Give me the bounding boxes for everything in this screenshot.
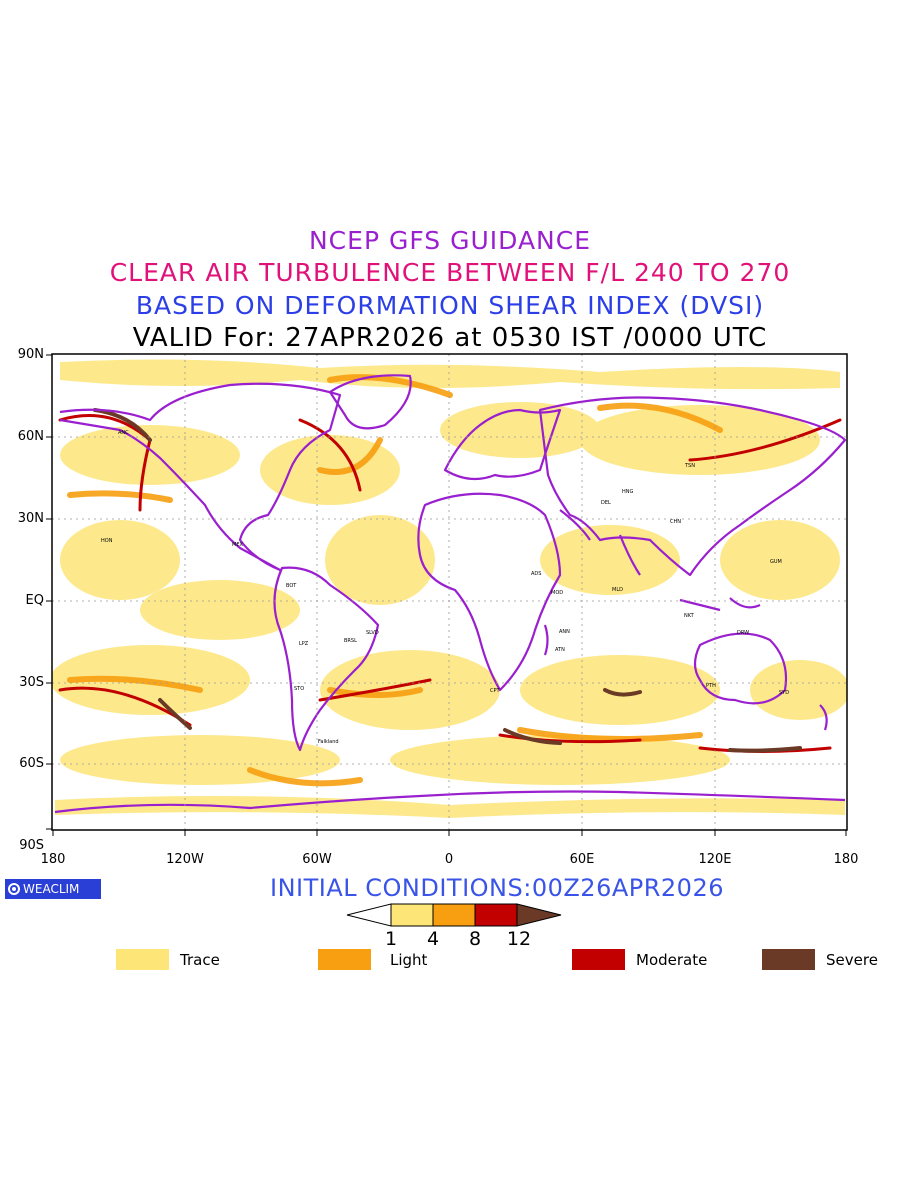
- station-label: GUM: [770, 559, 782, 565]
- lon-label-180w: 180: [40, 852, 66, 867]
- station-label: HON: [101, 538, 113, 544]
- legend-swatch-trace: [116, 949, 169, 970]
- lon-label-0: 0: [444, 852, 454, 867]
- legend-label-severe: Severe: [826, 951, 878, 969]
- lon-label-120w: 120W: [166, 852, 204, 867]
- station-label: HNG: [622, 489, 634, 495]
- station-label: SLVD: [366, 630, 379, 636]
- station-label: ATN: [555, 647, 565, 653]
- scale-light: [432, 903, 476, 927]
- lat-label-90s: 90S: [19, 838, 44, 853]
- legend-label-light: Light: [390, 951, 428, 969]
- station-label: LPZ: [299, 641, 309, 647]
- coastlines: [54, 374, 847, 814]
- station-label: TSN: [684, 463, 695, 469]
- scale-arrow-severe: [516, 903, 562, 927]
- station-label: STO: [294, 686, 304, 692]
- turbulence-field: ANC HON MEX BOT LPZ BRSL SLVD STO Falkla…: [52, 354, 847, 830]
- station-label: ADS: [531, 571, 541, 577]
- color-scale-bar: [346, 903, 562, 927]
- title-model: NCEP GFS GUIDANCE: [308, 226, 591, 255]
- station-label: MEX: [232, 542, 243, 548]
- light-areas: [67, 374, 723, 787]
- title-valid-time: VALID For: 27APR2026 at 0530 IST /0000 U…: [132, 323, 768, 353]
- lon-label-60e: 60E: [569, 852, 595, 867]
- logo-text: WEACLIM: [23, 882, 80, 896]
- turbulence-map: ANC HON MEX BOT LPZ BRSL SLVD STO Falkla…: [46, 353, 848, 836]
- station-label: CPT: [490, 688, 501, 694]
- legend-label-trace: Trace: [180, 951, 220, 969]
- scale-tick-1: 1: [384, 928, 398, 950]
- legend-label-moderate: Moderate: [636, 951, 708, 969]
- axis-ticks: [46, 354, 847, 836]
- lon-label-180e: 180: [833, 852, 859, 867]
- lat-label-eq: EQ: [25, 593, 44, 608]
- lat-label-90n: 90N: [17, 347, 44, 362]
- station-label: Falkland: [318, 739, 339, 745]
- lon-label-120e: 120E: [698, 852, 732, 867]
- station-label: ANN: [559, 629, 570, 635]
- scale-tick-8: 8: [468, 928, 482, 950]
- station-label: DEL: [601, 500, 611, 506]
- title-method: BASED ON DEFORMATION SHEAR INDEX (DVSI): [135, 291, 765, 320]
- station-label: DRW: [737, 630, 749, 636]
- weaclim-logo: WEACLIM: [5, 879, 101, 899]
- station-label: PTH: [706, 683, 716, 689]
- legend-swatch-moderate: [572, 949, 625, 970]
- copyright-icon: [8, 883, 20, 895]
- station-label: ANC: [118, 430, 129, 436]
- scale-tick-12: 12: [506, 928, 532, 950]
- legend-swatch-severe: [762, 949, 815, 970]
- trace-areas: [52, 359, 847, 818]
- station-label: MOD: [551, 590, 563, 596]
- station-label: BRSL: [344, 638, 357, 644]
- lon-label-60w: 60W: [302, 852, 332, 867]
- station-label: CHN: [670, 519, 681, 525]
- station-label: MLD: [612, 587, 623, 593]
- lat-label-30s: 30S: [19, 675, 44, 690]
- graticule: [52, 354, 847, 830]
- station-label: NKT: [684, 613, 695, 619]
- station-label: SYD: [779, 690, 789, 696]
- station-labels: ANC HON MEX BOT LPZ BRSL SLVD STO Falkla…: [101, 430, 789, 745]
- scale-trace: [390, 903, 434, 927]
- lat-label-60s: 60S: [19, 756, 44, 771]
- legend-swatch-light: [318, 949, 371, 970]
- title-product: CLEAR AIR TURBULENCE BETWEEN F/L 240 TO …: [109, 258, 791, 287]
- lat-label-30n: 30N: [17, 511, 44, 526]
- initial-conditions: INITIAL CONDITIONS:00Z26APR2026: [270, 874, 724, 902]
- scale-tick-4: 4: [426, 928, 440, 950]
- scale-arrow-low: [346, 903, 392, 927]
- lat-label-60n: 60N: [17, 429, 44, 444]
- station-label: BOT: [286, 583, 297, 589]
- scale-moderate: [474, 903, 518, 927]
